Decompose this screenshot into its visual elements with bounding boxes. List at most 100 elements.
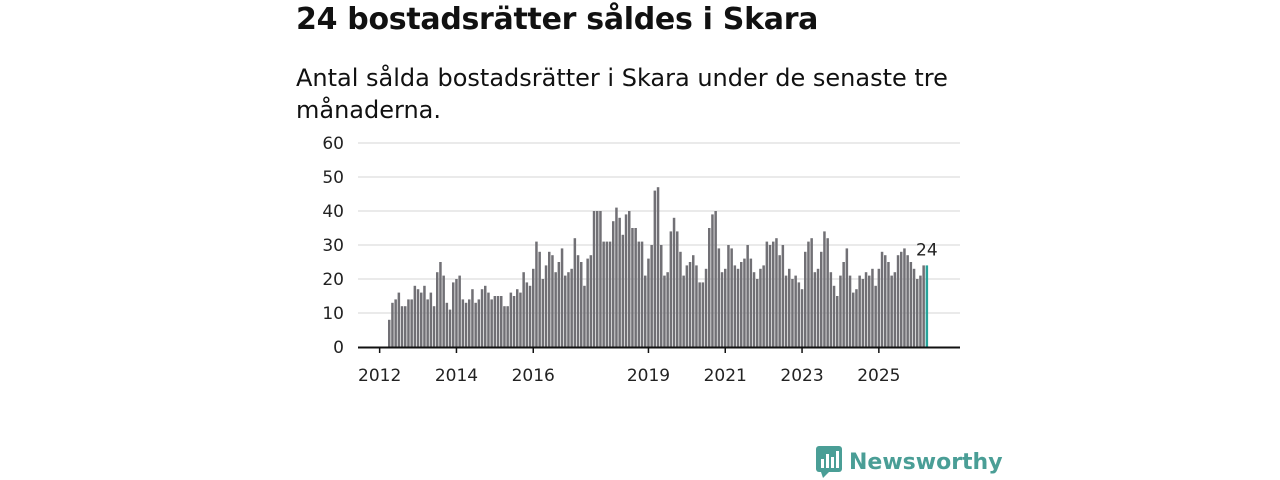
bar bbox=[797, 282, 801, 347]
bar bbox=[532, 268, 535, 347]
bar bbox=[778, 255, 781, 347]
bar bbox=[599, 211, 602, 347]
bar bbox=[826, 238, 829, 347]
bar bbox=[496, 296, 500, 347]
bar bbox=[564, 275, 567, 347]
bar bbox=[768, 245, 772, 347]
bar bbox=[631, 228, 634, 347]
bar bbox=[388, 319, 391, 347]
bar bbox=[596, 211, 599, 347]
bar bbox=[893, 272, 897, 347]
bar bbox=[816, 268, 820, 347]
bar bbox=[900, 251, 903, 347]
bar bbox=[445, 302, 449, 347]
bar bbox=[471, 289, 474, 347]
bar bbox=[746, 245, 749, 347]
bar bbox=[580, 262, 583, 347]
bar bbox=[871, 268, 874, 347]
bar bbox=[484, 285, 487, 347]
bar bbox=[551, 255, 554, 347]
bar bbox=[628, 211, 631, 347]
bar bbox=[752, 272, 756, 347]
newsworthy-brand: Newsworthy bbox=[815, 445, 1003, 479]
bar bbox=[820, 251, 823, 347]
bar bbox=[682, 275, 685, 347]
bar-series bbox=[388, 187, 929, 347]
bar bbox=[592, 211, 596, 347]
bar bbox=[676, 231, 679, 347]
bar bbox=[906, 255, 909, 347]
bar bbox=[919, 275, 922, 347]
bar bbox=[634, 228, 637, 347]
bar bbox=[452, 282, 455, 347]
bar bbox=[666, 272, 669, 347]
bar bbox=[583, 285, 586, 347]
bar bbox=[714, 211, 717, 347]
bar bbox=[884, 255, 887, 347]
bar bbox=[426, 299, 429, 347]
bar bbox=[442, 275, 445, 347]
bar bbox=[429, 292, 433, 347]
x-tick-label: 2014 bbox=[435, 366, 478, 386]
bar bbox=[874, 285, 877, 347]
bar bbox=[573, 238, 577, 347]
bar bbox=[500, 296, 503, 347]
x-tick-label: 2021 bbox=[704, 366, 747, 386]
bar bbox=[544, 265, 548, 347]
bar bbox=[640, 241, 644, 347]
x-tick-label: 2023 bbox=[780, 366, 823, 386]
bar bbox=[810, 238, 813, 347]
bar bbox=[660, 245, 663, 347]
bar bbox=[410, 299, 413, 347]
y-tick-label: 0 bbox=[333, 338, 344, 358]
bar bbox=[621, 234, 625, 347]
bar bbox=[560, 248, 564, 347]
bar bbox=[912, 268, 916, 347]
bar bbox=[567, 272, 570, 347]
chart-title: 24 bostadsrätter såldes i Skara bbox=[296, 2, 819, 37]
bar bbox=[647, 258, 650, 347]
bar bbox=[436, 272, 439, 347]
bar bbox=[858, 275, 861, 347]
bar bbox=[688, 262, 692, 347]
bar bbox=[842, 262, 845, 347]
bar bbox=[807, 241, 810, 347]
bar bbox=[608, 241, 612, 347]
y-tick-label: 20 bbox=[322, 270, 344, 290]
bar bbox=[548, 251, 551, 347]
bar bbox=[656, 187, 660, 347]
bar bbox=[672, 217, 676, 347]
x-tick-label: 2019 bbox=[627, 366, 670, 386]
bar bbox=[493, 296, 497, 347]
bar bbox=[480, 289, 484, 347]
bar bbox=[733, 265, 737, 347]
bar bbox=[922, 265, 925, 347]
bar bbox=[503, 306, 506, 347]
bar bbox=[909, 262, 913, 347]
bar bbox=[538, 251, 541, 347]
bar bbox=[509, 292, 513, 347]
bar bbox=[397, 292, 401, 347]
bar bbox=[407, 299, 410, 347]
bar bbox=[823, 231, 826, 347]
bar bbox=[448, 309, 452, 347]
bar bbox=[416, 289, 420, 347]
bar bbox=[762, 265, 765, 347]
bar bbox=[708, 228, 711, 347]
bar bbox=[749, 258, 753, 347]
y-tick-label: 50 bbox=[322, 168, 344, 188]
bar bbox=[727, 245, 730, 347]
bar bbox=[490, 299, 493, 347]
bar bbox=[730, 248, 733, 347]
bar bbox=[903, 248, 906, 347]
bar bbox=[541, 279, 545, 347]
bar bbox=[839, 275, 842, 347]
bar bbox=[794, 275, 797, 347]
bar-highlight bbox=[925, 265, 929, 347]
bar bbox=[717, 248, 721, 347]
bar bbox=[464, 302, 468, 347]
bar bbox=[692, 255, 695, 347]
bar bbox=[685, 265, 689, 347]
bar bbox=[852, 292, 855, 347]
